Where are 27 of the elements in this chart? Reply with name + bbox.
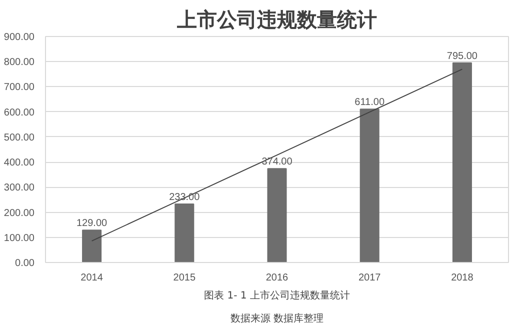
y-tick-label: 600.00 (4, 107, 35, 118)
y-tick-label: 800.00 (4, 57, 35, 68)
y-tick-label: 500.00 (4, 132, 35, 144)
x-tick-label: 2015 (173, 272, 196, 284)
bar (174, 203, 194, 262)
y-tick-label: 300.00 (4, 182, 35, 194)
chart-title: 上市公司违规数量统计 (176, 8, 377, 32)
source-note: 数据来源 数据库整理 (230, 312, 324, 324)
data-label: 374.00 (262, 156, 293, 168)
y-tick-label: 900.00 (4, 32, 35, 43)
x-tick-label: 2018 (451, 272, 474, 284)
y-tick-label: 700.00 (4, 82, 35, 94)
bar (360, 108, 380, 262)
y-tick-label: 200.00 (4, 208, 35, 219)
x-tick-label: 2014 (80, 272, 104, 284)
x-tick-label: 2016 (266, 272, 289, 284)
text: 图表 1- 1 上市公司违规数量统计 (204, 290, 350, 302)
y-tick-label: 400.00 (4, 158, 35, 169)
bar (82, 230, 102, 262)
x-tick-label: 2017 (358, 272, 382, 284)
data-label: 795.00 (446, 50, 478, 62)
y-tick-label: 0.00 (15, 258, 35, 269)
data-label: 611.00 (354, 97, 385, 108)
y-tick-label: 100.00 (4, 232, 35, 244)
bar (267, 168, 287, 262)
data-label: 129.00 (76, 218, 108, 230)
bar (452, 62, 472, 262)
